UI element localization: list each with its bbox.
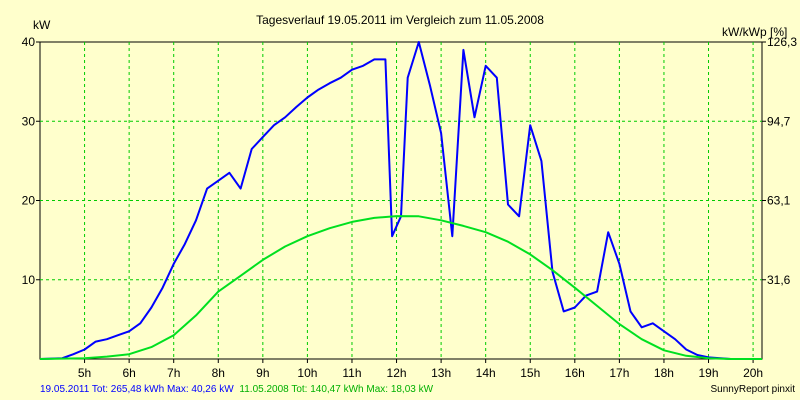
x-tick-label: 7h [167, 366, 180, 380]
footer-captions: 19.05.2011 Tot: 265,48 kWh Max: 40,26 kW… [40, 384, 434, 395]
x-tick-label: 17h [609, 366, 629, 380]
x-tick-label: 9h [256, 366, 269, 380]
y-tick-label-left: 10 [22, 273, 36, 287]
x-tick-label: 20h [743, 366, 763, 380]
y-tick-label-right: 94,7 [767, 114, 791, 128]
x-tick-label: 19h [699, 366, 719, 380]
credit-text: SunnyReport pinxit [711, 384, 796, 395]
y-axis-label-right: kW/kWp [%] [722, 25, 787, 39]
x-tick-label: 15h [520, 366, 540, 380]
x-tick-label: 11h [342, 366, 361, 380]
y-tick-label-right: 63,1 [767, 194, 791, 208]
y-tick-label-left: 30 [22, 114, 36, 128]
y-tick-label-right: 126,3 [767, 35, 797, 49]
series-1-line [39, 41, 762, 360]
tick-labels: 5h 6h 7h 8h 9h 10h 11h 12h 13h 14h 15h 16h 17h 18h 19h… [22, 35, 798, 380]
chart-title: Tagesverlauf 19.05.2011 im Vergleich zum… [256, 13, 544, 27]
y-tick-label-left: 40 [22, 35, 36, 49]
x-tick-label: 16h [565, 366, 585, 380]
series-2-line [39, 215, 762, 360]
x-tick-label: 6h [122, 366, 135, 380]
x-tick-label: 5h [78, 366, 91, 380]
y-axis-label-left: kW [33, 18, 51, 32]
x-tick-label: 12h [387, 366, 407, 380]
y-tick-label-right: 31,6 [767, 273, 791, 287]
series-2-caption: 11.05.2008 Tot: 140,47 kWh Max: 18,03 kW [239, 384, 433, 395]
x-tick-label: 8h [212, 366, 225, 380]
y-tick-label-left: 20 [22, 194, 36, 208]
ticks [36, 41, 766, 363]
x-tick-label: 18h [654, 366, 674, 380]
x-tick-label: 13h [431, 366, 451, 380]
series-lines [39, 41, 762, 360]
series-1-caption: 19.05.2011 Tot: 265,48 kWh Max: 40,26 kW [40, 384, 234, 395]
x-tick-label: 10h [297, 366, 317, 380]
x-tick-label: 14h [476, 366, 496, 380]
